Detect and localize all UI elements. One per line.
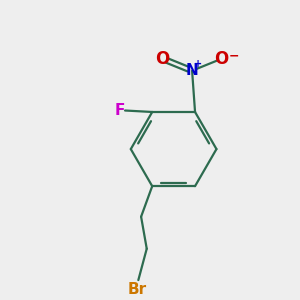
- Text: N: N: [186, 63, 199, 78]
- Text: −: −: [229, 50, 239, 62]
- Text: F: F: [115, 103, 125, 118]
- Text: Br: Br: [127, 282, 146, 297]
- Text: O: O: [155, 50, 170, 68]
- Text: O: O: [214, 50, 229, 68]
- Text: +: +: [194, 59, 202, 69]
